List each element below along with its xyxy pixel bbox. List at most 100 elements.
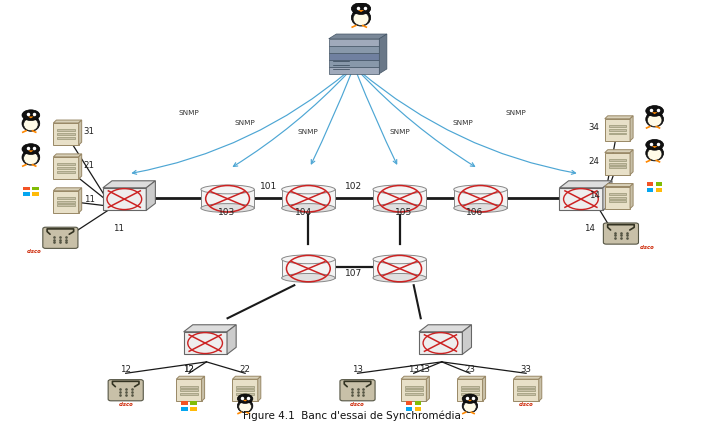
Polygon shape <box>28 150 34 152</box>
FancyBboxPatch shape <box>609 200 627 202</box>
Ellipse shape <box>282 273 335 282</box>
Polygon shape <box>147 181 155 210</box>
Polygon shape <box>79 154 81 179</box>
FancyBboxPatch shape <box>180 393 198 395</box>
FancyBboxPatch shape <box>405 393 423 395</box>
FancyBboxPatch shape <box>236 386 254 387</box>
FancyBboxPatch shape <box>518 393 535 395</box>
Polygon shape <box>329 34 387 39</box>
FancyBboxPatch shape <box>415 407 421 411</box>
FancyArrowPatch shape <box>359 71 576 174</box>
Text: SNMP: SNMP <box>452 121 473 127</box>
Polygon shape <box>652 146 658 148</box>
Ellipse shape <box>237 399 253 413</box>
Circle shape <box>237 394 253 403</box>
FancyBboxPatch shape <box>181 407 188 411</box>
FancyBboxPatch shape <box>329 39 379 46</box>
Polygon shape <box>426 376 429 401</box>
Circle shape <box>646 106 663 116</box>
FancyBboxPatch shape <box>647 188 653 192</box>
Polygon shape <box>201 190 254 208</box>
Ellipse shape <box>22 116 40 131</box>
Polygon shape <box>183 332 227 354</box>
Polygon shape <box>202 376 205 401</box>
FancyBboxPatch shape <box>53 157 79 179</box>
Text: 11: 11 <box>84 195 95 204</box>
Polygon shape <box>462 325 472 354</box>
Ellipse shape <box>454 204 507 212</box>
Polygon shape <box>103 188 147 210</box>
Polygon shape <box>79 120 81 145</box>
FancyBboxPatch shape <box>190 401 197 405</box>
Polygon shape <box>467 400 472 402</box>
FancyBboxPatch shape <box>518 389 535 391</box>
FancyBboxPatch shape <box>329 60 379 67</box>
FancyBboxPatch shape <box>108 380 143 401</box>
Text: 12: 12 <box>183 365 195 374</box>
Polygon shape <box>513 376 542 379</box>
FancyBboxPatch shape <box>656 182 663 186</box>
Polygon shape <box>282 259 335 278</box>
FancyBboxPatch shape <box>176 379 202 401</box>
Polygon shape <box>419 332 462 354</box>
FancyBboxPatch shape <box>57 133 75 135</box>
FancyBboxPatch shape <box>647 182 653 186</box>
Polygon shape <box>232 376 261 379</box>
FancyBboxPatch shape <box>461 386 479 387</box>
Ellipse shape <box>282 255 335 264</box>
FancyBboxPatch shape <box>57 137 75 139</box>
Ellipse shape <box>22 150 40 165</box>
Ellipse shape <box>462 399 478 413</box>
Ellipse shape <box>454 185 507 194</box>
Text: cisco: cisco <box>350 402 365 407</box>
Ellipse shape <box>646 145 663 161</box>
Ellipse shape <box>239 401 251 412</box>
Ellipse shape <box>647 148 662 160</box>
Polygon shape <box>630 150 633 175</box>
Polygon shape <box>53 188 81 191</box>
Circle shape <box>22 110 40 121</box>
Polygon shape <box>183 325 236 332</box>
Ellipse shape <box>201 204 254 212</box>
FancyArrowPatch shape <box>234 71 349 166</box>
Ellipse shape <box>373 185 426 194</box>
Polygon shape <box>358 10 364 12</box>
FancyBboxPatch shape <box>180 389 198 391</box>
FancyBboxPatch shape <box>340 380 375 401</box>
Polygon shape <box>454 190 507 208</box>
FancyBboxPatch shape <box>609 125 627 127</box>
FancyBboxPatch shape <box>23 187 30 190</box>
Polygon shape <box>227 325 236 354</box>
Text: SNMP: SNMP <box>235 121 256 127</box>
Text: 23: 23 <box>464 365 475 374</box>
Ellipse shape <box>240 402 251 411</box>
Text: 102: 102 <box>346 182 362 191</box>
Ellipse shape <box>649 149 661 160</box>
FancyBboxPatch shape <box>609 163 627 165</box>
Ellipse shape <box>647 114 662 127</box>
FancyBboxPatch shape <box>406 401 413 405</box>
FancyBboxPatch shape <box>609 159 627 161</box>
Polygon shape <box>258 376 261 401</box>
FancyBboxPatch shape <box>415 401 421 405</box>
Text: 12: 12 <box>120 365 131 374</box>
Polygon shape <box>79 188 81 213</box>
Text: SNMP: SNMP <box>298 129 319 135</box>
Text: 13: 13 <box>352 365 363 374</box>
Text: 106: 106 <box>466 208 484 217</box>
Polygon shape <box>603 181 612 210</box>
Circle shape <box>351 3 371 15</box>
Ellipse shape <box>201 185 254 194</box>
FancyBboxPatch shape <box>605 153 630 175</box>
Text: cisco: cisco <box>27 249 42 254</box>
Circle shape <box>462 394 478 403</box>
FancyBboxPatch shape <box>609 166 627 168</box>
FancyBboxPatch shape <box>236 389 254 391</box>
Text: SNMP: SNMP <box>389 129 410 135</box>
Text: 12: 12 <box>183 365 195 374</box>
Circle shape <box>646 139 663 150</box>
Ellipse shape <box>282 204 335 212</box>
Text: cisco: cisco <box>519 402 533 407</box>
Ellipse shape <box>373 204 426 212</box>
FancyBboxPatch shape <box>42 227 78 248</box>
